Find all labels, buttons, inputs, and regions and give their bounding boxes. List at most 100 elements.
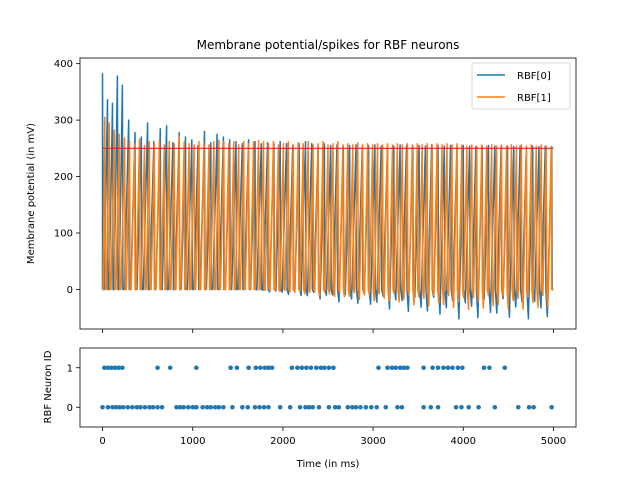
spike-point [102,365,107,371]
spike-point [125,404,131,410]
legend-label-rbf1: RBF[1] [517,93,551,104]
spike-point [194,404,199,410]
spike-point [258,365,263,371]
spike-point [316,404,322,410]
spike-point [476,404,481,410]
spike-point [221,404,226,410]
raster-plot-area [100,365,554,410]
legend: RBF[0] RBF[1] [471,62,571,110]
spike-point [113,404,119,410]
spike-point [117,404,122,410]
spike-point [336,404,342,410]
spike-point [318,365,324,371]
x-tick-label: 5000 [541,436,566,447]
spike-point [120,365,125,371]
spike-point [405,365,410,371]
y-tick-label: 200 [54,172,73,183]
spike-point [531,404,536,410]
spike-point [430,365,435,371]
spike-point [421,365,426,371]
spike-point [399,404,405,410]
spike-point [204,404,210,410]
spike-point [181,404,187,410]
raster-x-axis-label: Time (in ms) [296,459,360,470]
spike-point [252,404,258,410]
spike-point [331,365,336,371]
membrane-potential-panel: Membrane potential/spikes for RBF neuron… [26,38,577,333]
spike-point [155,404,160,410]
spike-point [299,365,305,371]
spike-point [502,365,508,371]
spike-point [487,365,492,371]
spike-point [453,404,459,410]
spike-point [353,404,359,410]
spike-point [303,404,308,410]
spike-point [515,404,521,410]
spike-point [116,365,122,371]
spike-point [287,404,293,410]
spike-point [142,404,148,410]
spike-point [167,365,173,371]
spike-point [261,404,267,410]
spike-point [374,404,379,410]
spike-point [326,404,332,410]
y-tick-label: 0 [67,403,73,414]
x-tick-label: 4000 [451,436,476,447]
spike-point [174,404,179,410]
spike-point [130,404,135,410]
x-tick-label: 1000 [180,436,205,447]
series-line-rbf-1- [102,116,554,310]
y-tick-label: 400 [54,59,73,70]
spike-point [304,365,309,371]
spike-point [109,365,114,371]
spike-point [147,404,152,410]
spike-point [481,365,487,371]
spike-point [308,365,314,371]
y-tick-label: 100 [54,229,73,240]
spike-point [397,365,403,371]
spike-point [393,365,398,371]
raster-y-ticks: 01 [67,363,80,414]
spike-point [326,365,332,371]
spike-point [112,365,118,371]
spike-point [240,404,245,410]
membrane-x-ticks [102,329,554,333]
spike-point [246,365,251,371]
spike-point [105,365,111,371]
spike-point [266,404,271,410]
spike-point [230,404,235,410]
spike-point [190,404,196,410]
spike-point [459,404,464,410]
spike-point [212,404,218,410]
x-tick-label: 2000 [270,436,295,447]
raster-x-ticks: 0 1000 2000 3000 4000 5000 [99,427,566,447]
spike-point [257,404,262,410]
spike-point [120,404,126,410]
spike-point [383,404,389,410]
membrane-y-axis-label: Membrane potential (in mV) [26,123,37,264]
spike-point [358,404,363,410]
spike-point [295,365,300,371]
y-tick-label: 1 [67,363,73,374]
membrane-y-ticks: 0 100 200 300 400 [54,59,80,296]
membrane-plot-frame [79,57,577,330]
spike-point [266,365,271,371]
spike-point [200,404,205,410]
spike-point [253,365,259,371]
spike-point [228,365,233,371]
spike-point [289,365,295,371]
spike-point [306,404,312,410]
spike-point [428,404,434,410]
spike-point [234,365,240,371]
spike-point [297,404,303,410]
spike-point [110,404,115,410]
spike-point [549,404,554,410]
spike-point [526,404,532,410]
spike-point [385,365,390,371]
spike-point [322,365,327,371]
raster-panel: 01 0 1000 2000 3000 4000 5000 RBF Neuron ID T… [43,347,577,470]
spike-point [368,404,374,410]
spike-point [208,404,214,410]
spike-point [350,404,355,410]
